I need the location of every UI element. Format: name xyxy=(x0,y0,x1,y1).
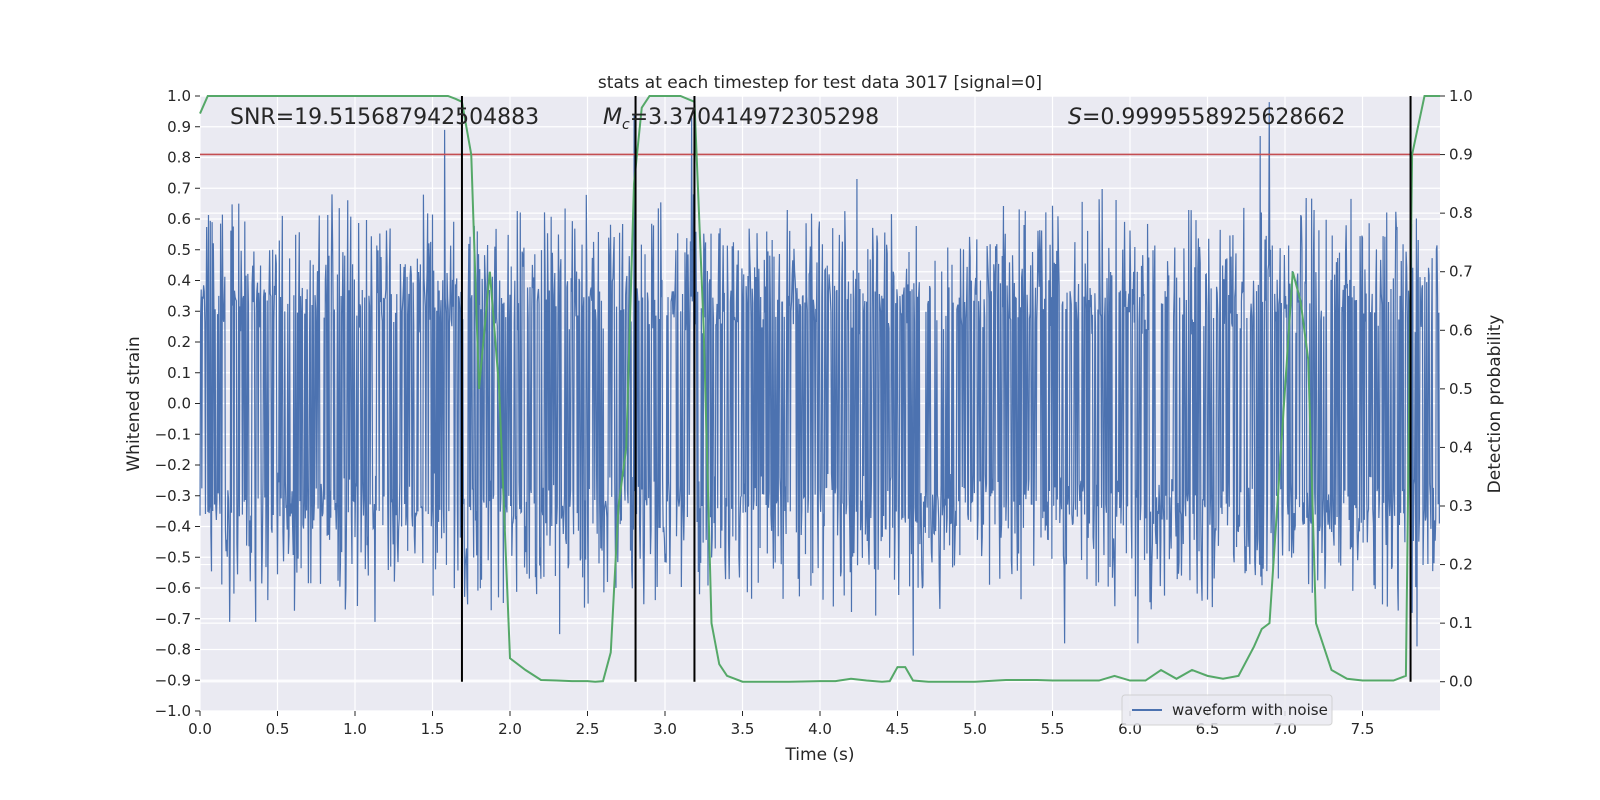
x-tick-label: 3.0 xyxy=(653,720,677,738)
y-right-tick-label: 0.1 xyxy=(1449,614,1473,632)
x-tick-label: 1.0 xyxy=(343,720,367,738)
y-tick-label: 0.7 xyxy=(167,179,191,197)
waveform-series xyxy=(199,102,1440,656)
x-tick-label: 5.0 xyxy=(963,720,987,738)
x-tick-label: 3.5 xyxy=(731,720,755,738)
x-tick-label: 2.0 xyxy=(498,720,522,738)
y-tick-label: −1.0 xyxy=(155,702,191,720)
y-tick-label: 0.3 xyxy=(167,302,191,320)
chirp-mass-subscript: c xyxy=(622,117,630,133)
y-right-tick-label: 1.0 xyxy=(1449,87,1473,105)
x-tick-label: 1.5 xyxy=(421,720,445,738)
y-tick-label: 0.2 xyxy=(167,333,191,351)
y-tick-label: −0.6 xyxy=(155,579,191,597)
s-value: =0.9999558925628662 xyxy=(1082,105,1345,130)
y-right-tick-label: 0.8 xyxy=(1449,204,1473,222)
y-tick-label: 0.5 xyxy=(167,241,191,259)
y-tick-label: −0.3 xyxy=(155,487,191,505)
y-right-tick-label: 0.4 xyxy=(1449,438,1473,456)
y-right-tick-label: 0.9 xyxy=(1449,146,1473,164)
y-right-tick-label: 0.7 xyxy=(1449,263,1473,281)
y-tick-label: −0.2 xyxy=(155,456,191,474)
legend-box xyxy=(1121,694,1333,726)
x-tick-label: 0.5 xyxy=(266,720,290,738)
y-right-tick-label: 0.5 xyxy=(1449,380,1473,398)
y-tick-label: −0.5 xyxy=(155,548,191,566)
detection-probability-line xyxy=(199,95,1440,683)
chirp-mass-symbol: M xyxy=(603,105,622,130)
y-right-tick-label: 0.0 xyxy=(1449,673,1473,691)
y-tick-label: −0.7 xyxy=(155,610,191,628)
y-tick-label: 0.1 xyxy=(167,364,191,382)
y-tick-label: 0.9 xyxy=(167,118,191,136)
y-right-axis-label: Detection probability xyxy=(1485,315,1505,494)
y-right-tick-label: 0.6 xyxy=(1449,321,1473,339)
snr-annotation: SNR=19.515687942504883 xyxy=(230,105,539,130)
chirp-mass-value: =3.370414972305298 xyxy=(630,105,879,130)
y-tick-label: −0.4 xyxy=(155,518,191,536)
y-tick-label: 0.4 xyxy=(167,272,191,290)
x-tick-label: 5.5 xyxy=(1041,720,1065,738)
y-tick-label: −0.1 xyxy=(155,425,191,443)
y-axis-label: Whitened strain xyxy=(124,336,144,471)
x-tick-label: 0.0 xyxy=(188,720,212,738)
chart-title: stats at each timestep for test data 301… xyxy=(598,73,1042,93)
axes: 0.0 0.5 1.0 1.5 2.0 2.5 3.0 3.5 4.0 4.5 5.0 5.5 6.0 6… xyxy=(155,87,1473,738)
legend: waveform with noise xyxy=(1121,694,1333,726)
y-right-tick-label: 0.2 xyxy=(1449,556,1473,574)
x-tick-label: 7.5 xyxy=(1351,720,1375,738)
x-tick-label: 4.0 xyxy=(808,720,832,738)
x-tick-label: 4.5 xyxy=(886,720,910,738)
s-annotation: S=0.9999558925628662 xyxy=(1068,105,1345,130)
y-right-tick-label: 0.3 xyxy=(1449,497,1473,515)
y-tick-label: 0.0 xyxy=(167,395,191,413)
s-symbol: S xyxy=(1068,105,1082,130)
chirp-mass-annotation: Mc=3.370414972305298 xyxy=(603,105,879,133)
legend-label-waveform: waveform with noise xyxy=(1172,701,1328,719)
x-tick-label: 2.5 xyxy=(576,720,600,738)
waveform-line xyxy=(199,102,1440,656)
y-tick-label: −0.9 xyxy=(155,671,191,689)
y-tick-label: −0.8 xyxy=(155,641,191,659)
x-axis-label: Time (s) xyxy=(784,745,854,765)
y-tick-label: 1.0 xyxy=(167,87,191,105)
overlay xyxy=(199,95,1440,683)
y-tick-label: 0.6 xyxy=(167,210,191,228)
y-tick-label: 0.8 xyxy=(167,149,191,167)
